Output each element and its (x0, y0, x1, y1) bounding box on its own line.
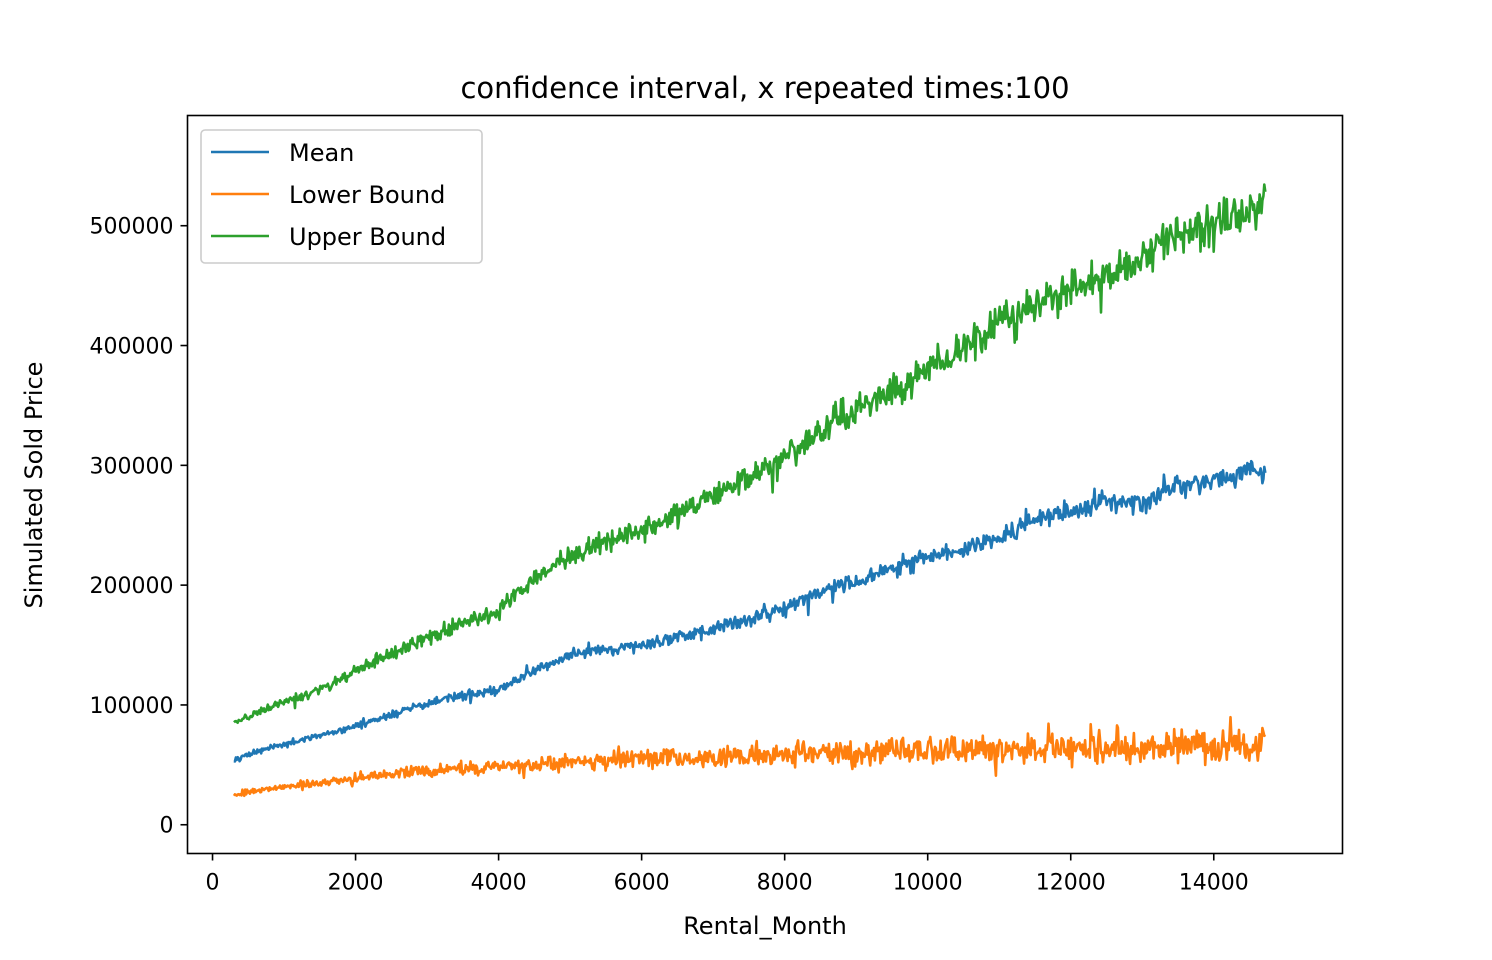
y-axis-label: Simulated Sold Price (20, 362, 48, 609)
x-tick-label: 0 (206, 871, 220, 896)
plot-lines (232, 183, 1267, 798)
series-line-upper-bound (233, 183, 1267, 724)
legend-box (200, 129, 483, 264)
y-tick-label: 200000 (90, 574, 174, 599)
x-tick-label: 12000 (1036, 871, 1106, 896)
x-tick-label: 6000 (614, 871, 670, 896)
legend-label: Lower Bound (289, 181, 445, 209)
x-axis-label: Rental_Month (683, 912, 847, 940)
y-tick-label: 300000 (90, 454, 174, 479)
x-tick-label: 14000 (1179, 871, 1249, 896)
series-line-lower-bound (232, 715, 1267, 798)
x-tick-label: 10000 (893, 871, 963, 896)
y-axis: 0 100000 200000 300000 400000 500000 (90, 215, 188, 839)
y-tick-label: 400000 (90, 335, 174, 360)
legend-label: Upper Bound (289, 223, 446, 251)
y-tick-label: 500000 (90, 215, 174, 240)
x-tick-label: 2000 (328, 871, 384, 896)
x-tick-label: 8000 (757, 871, 813, 896)
plot-frame (186, 114, 1344, 855)
x-tick-label: 4000 (471, 871, 527, 896)
legend-label: Mean (289, 139, 354, 167)
x-axis: 0 2000 4000 6000 8000 10000 12000 14000 (206, 853, 1249, 896)
legend: Mean Lower Bound Upper Bound (200, 129, 483, 264)
y-tick-label: 0 (160, 814, 174, 839)
y-tick-label: 100000 (90, 694, 174, 719)
series-line-mean (233, 459, 1267, 763)
chart-title: confidence interval, x repeated times:10… (460, 71, 1069, 105)
